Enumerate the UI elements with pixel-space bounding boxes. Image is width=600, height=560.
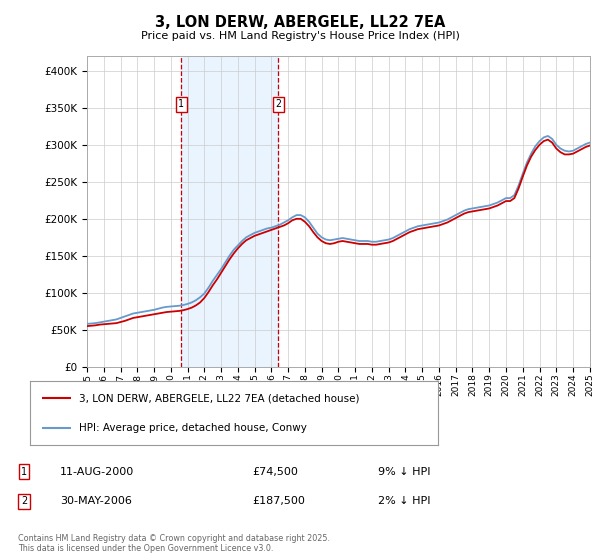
Text: 3, LON DERW, ABERGELE, LL22 7EA (detached house): 3, LON DERW, ABERGELE, LL22 7EA (detache…	[79, 393, 359, 403]
Bar	[181, 56, 278, 367]
Text: 30-MAY-2006: 30-MAY-2006	[60, 496, 132, 506]
Text: HPI: Average price, detached house, Conwy: HPI: Average price, detached house, Conw…	[79, 423, 307, 433]
Text: 11-AUG-2000: 11-AUG-2000	[60, 466, 134, 477]
Text: 1: 1	[178, 99, 184, 109]
Text: Contains HM Land Registry data © Crown copyright and database right 2025.
This d: Contains HM Land Registry data © Crown c…	[18, 534, 330, 553]
Text: £74,500: £74,500	[252, 466, 298, 477]
Text: £187,500: £187,500	[252, 496, 305, 506]
Text: 9% ↓ HPI: 9% ↓ HPI	[378, 466, 431, 477]
Text: Price paid vs. HM Land Registry's House Price Index (HPI): Price paid vs. HM Land Registry's House …	[140, 31, 460, 41]
Text: 2: 2	[275, 99, 281, 109]
Text: 3, LON DERW, ABERGELE, LL22 7EA: 3, LON DERW, ABERGELE, LL22 7EA	[155, 15, 445, 30]
Text: 1: 1	[21, 466, 27, 477]
Text: 2% ↓ HPI: 2% ↓ HPI	[378, 496, 431, 506]
Text: 2: 2	[21, 496, 27, 506]
